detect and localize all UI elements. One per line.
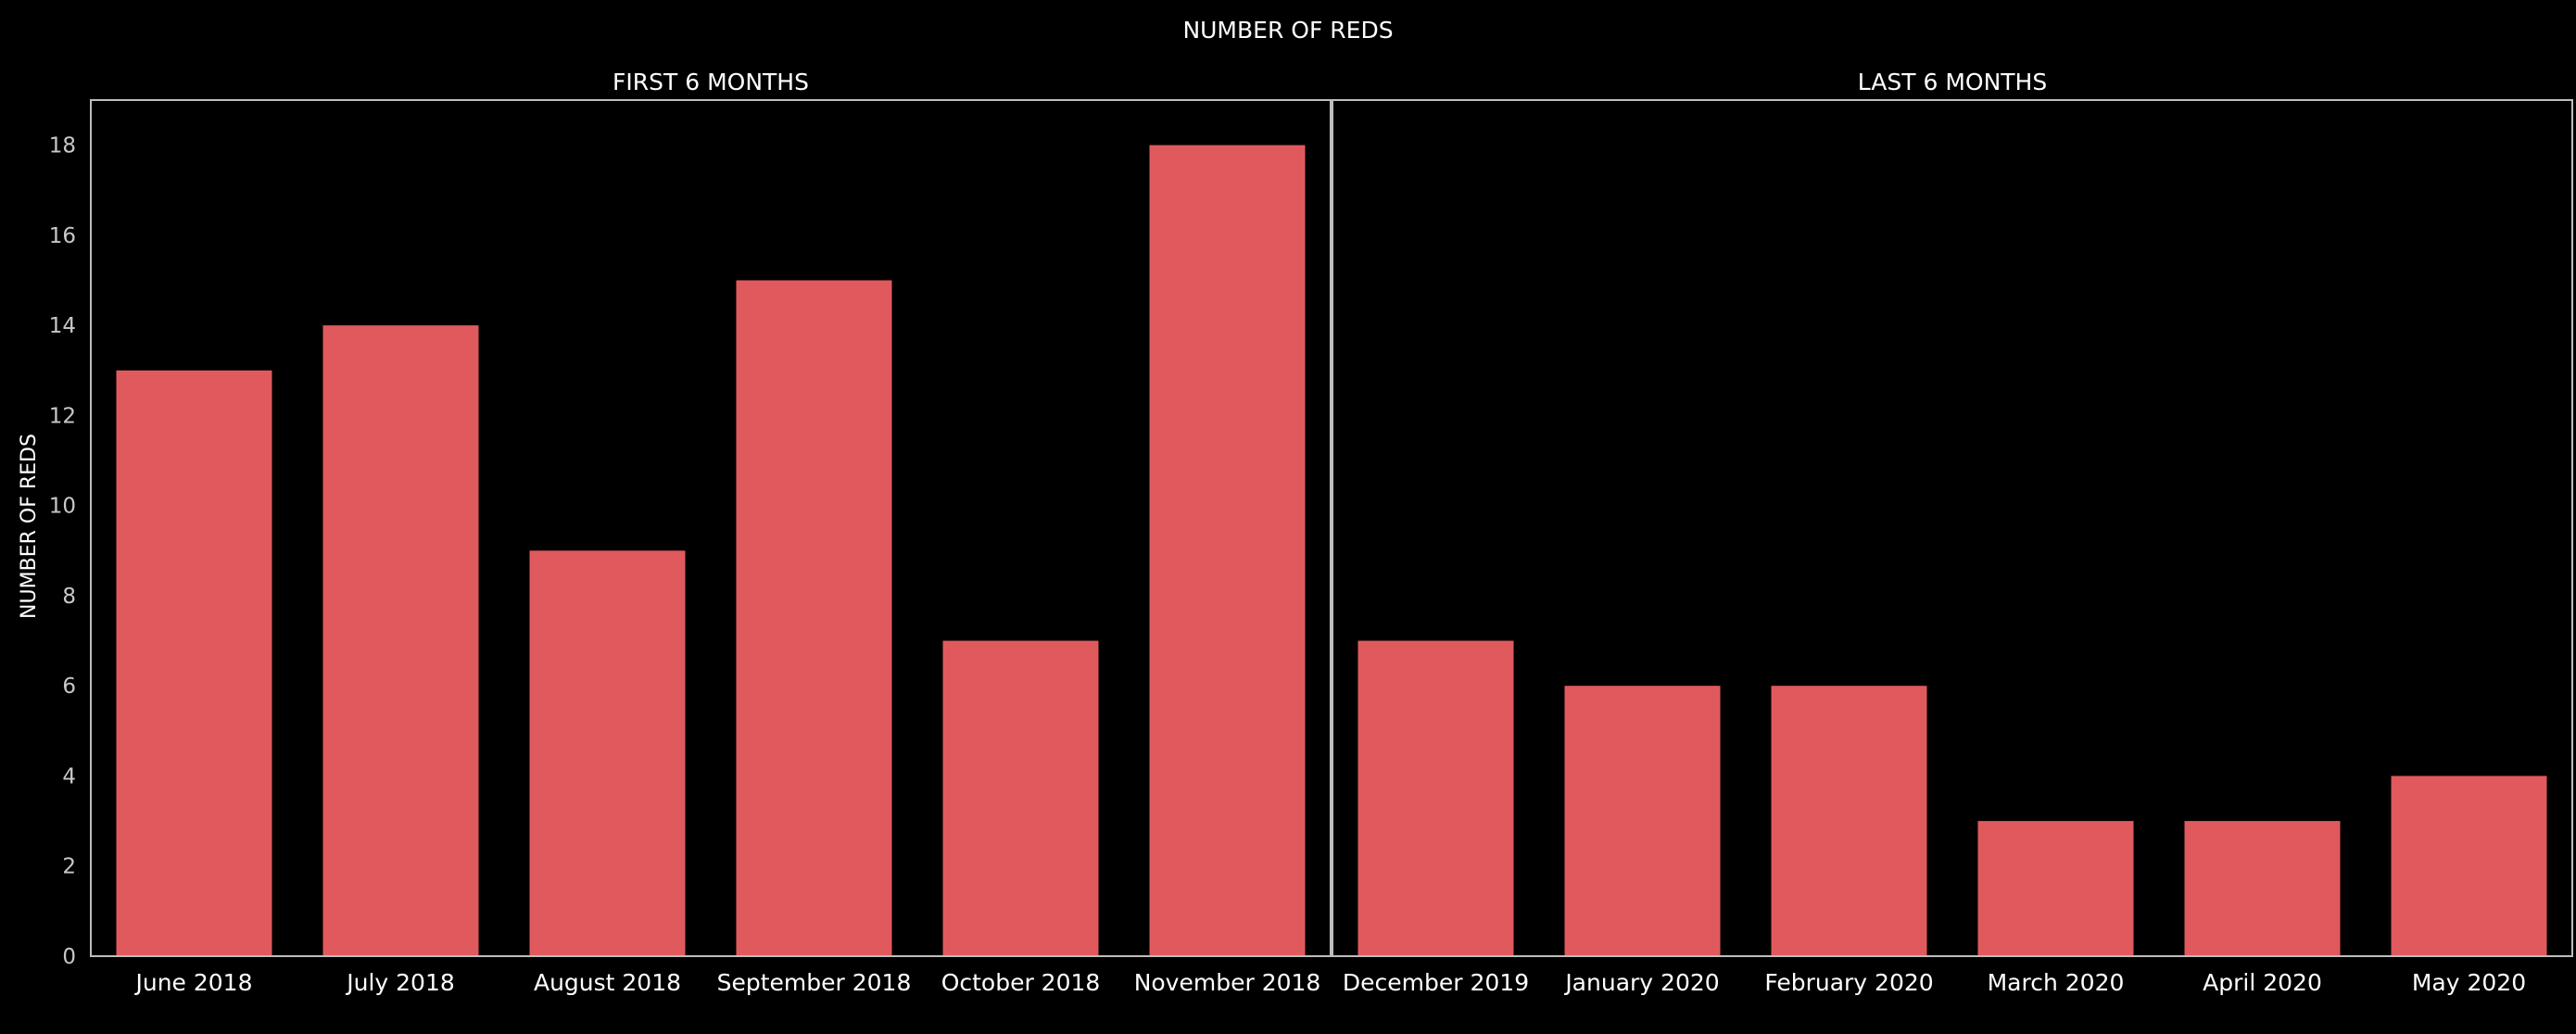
chart-title: NUMBER OF REDS: [1182, 17, 1393, 44]
y-tick-label: 10: [49, 495, 76, 519]
bar[interactable]: [2184, 821, 2341, 956]
bar[interactable]: [2391, 776, 2547, 956]
panel-title: LAST 6 MONTHS: [1858, 69, 2047, 95]
bar[interactable]: [529, 550, 686, 956]
x-tick-label: February 2020: [1764, 969, 1933, 996]
bar[interactable]: [1564, 686, 1721, 956]
x-tick-label: May 2020: [2412, 969, 2526, 996]
x-tick-label: January 2020: [1563, 969, 1719, 996]
x-tick-label: April 2020: [2203, 969, 2322, 996]
bar[interactable]: [1771, 686, 1927, 956]
y-tick-label: 14: [49, 314, 76, 338]
chart-panels: FIRST 6 MONTHS June 2018 July 2018 August 2…: [90, 69, 2573, 996]
y-tick-label: 12: [49, 404, 76, 428]
bar[interactable]: [1149, 145, 1306, 956]
y-tick-label: 8: [62, 585, 76, 609]
y-tick-label: 0: [62, 945, 76, 969]
y-tick-label: 6: [62, 675, 76, 699]
panel-frame: [1332, 99, 2573, 957]
x-tick-label: November 2018: [1134, 969, 1321, 996]
x-tick-label: October 2018: [941, 969, 1101, 996]
x-tick-label: September 2018: [717, 969, 912, 996]
y-tick-label: 16: [49, 224, 76, 248]
y-tick-label: 2: [62, 855, 76, 879]
bar[interactable]: [1977, 821, 2134, 956]
y-axis-label: NUMBER OF REDS: [18, 434, 41, 619]
bar[interactable]: [736, 280, 892, 956]
x-tick-label: July 2018: [345, 969, 455, 996]
bar[interactable]: [942, 640, 1099, 956]
y-tick-label: 4: [62, 764, 76, 788]
bar[interactable]: [1357, 640, 1514, 956]
x-tick-label: March 2020: [1988, 969, 2125, 996]
x-tick-label: August 2018: [534, 969, 681, 996]
x-tick-label: June 2018: [133, 969, 252, 996]
y-tick-label: 18: [49, 134, 76, 158]
panel-frame: [90, 99, 1332, 957]
x-tick-label: December 2019: [1343, 969, 1529, 996]
bar[interactable]: [116, 370, 272, 957]
y-axis-ticks: 0 2 4 6 8 10 12 14 16 18: [49, 134, 76, 969]
panel-title: FIRST 6 MONTHS: [612, 69, 809, 95]
panel-2: LAST 6 MONTHS December 2019 January 2020 Fe…: [1332, 69, 2573, 996]
panel-1: FIRST 6 MONTHS June 2018 July 2018 August 2…: [90, 69, 1332, 996]
bar[interactable]: [322, 325, 479, 956]
